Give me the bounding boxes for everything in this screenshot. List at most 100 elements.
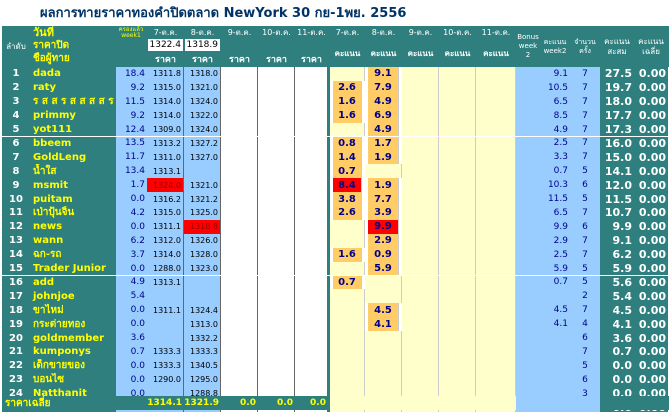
row-price: [221, 233, 258, 248]
row-bonus: [516, 136, 540, 151]
row-score: [402, 345, 439, 359]
row-price: 1314.0: [147, 108, 184, 123]
row-score: 1.7: [368, 136, 399, 151]
row-week1: 13.5: [116, 136, 147, 151]
row-score: 1.9: [368, 178, 399, 193]
row-name: bbeem: [30, 136, 116, 151]
row-count: 5: [570, 275, 600, 290]
row-average: 0.00: [634, 67, 668, 81]
header-date: 11-ต.ค.: [297, 27, 326, 37]
row-name: ฉก-รถ: [30, 247, 116, 262]
row-score: [439, 80, 476, 95]
header-price: ราคา: [155, 54, 176, 65]
row-score: [439, 303, 476, 318]
row-score: [476, 108, 516, 123]
row-bonus: [516, 150, 540, 165]
row-total: 4.1: [600, 317, 634, 332]
row-rank: 22: [2, 358, 30, 373]
row-average: 0.00: [634, 164, 668, 179]
row-total: 5.4: [600, 289, 634, 304]
row-price: [184, 164, 221, 179]
row-price: 1311.1: [147, 303, 184, 318]
row-count: 7: [570, 206, 600, 220]
gap-col: [328, 67, 330, 81]
header-date: 7-ต.ค.: [153, 27, 178, 37]
row-price: [258, 122, 295, 137]
row-price: [221, 289, 258, 304]
row-rank: 7: [2, 150, 30, 165]
header-score-date: 7-ต.ค.: [335, 27, 360, 37]
row-price: [258, 303, 295, 318]
row-week2: 6.5: [540, 94, 570, 109]
gap-col: [328, 317, 330, 332]
row-score: [476, 331, 516, 345]
row-total: 6.2: [600, 247, 634, 262]
header-date: 9-ต.ค.: [227, 27, 252, 37]
header-score-date: 10-ต.ค.: [443, 27, 472, 37]
row-score: [402, 303, 439, 318]
row-count: 7: [570, 80, 600, 95]
row-price: [221, 136, 258, 151]
header-count: จำนวน ครั้ง: [574, 37, 596, 55]
gap-col: [328, 150, 330, 165]
row-score: 1.4: [333, 150, 362, 165]
row-name: raty: [30, 80, 116, 95]
row-bonus: [516, 303, 540, 318]
row-price: [221, 80, 258, 95]
gap-col: [328, 219, 330, 234]
row-total: 11.5: [600, 192, 634, 206]
row-week1: 0.0: [116, 303, 147, 318]
row-score: 4.5: [368, 303, 399, 318]
row-price: [258, 358, 295, 373]
row-score: [439, 192, 476, 206]
header-score-date: 11-ต.ค.: [481, 27, 511, 37]
row-bonus: [516, 206, 540, 220]
row-bonus: [516, 345, 540, 359]
row-week2: 10.3: [540, 178, 570, 193]
row-bonus: [516, 247, 540, 262]
row-score: [439, 247, 476, 262]
row-week2: 9.9: [540, 219, 570, 234]
row-score: [402, 80, 439, 95]
row-score: [476, 345, 516, 359]
row-week1: 13.4: [116, 164, 147, 179]
row-score: [402, 67, 439, 81]
row-price: [295, 358, 328, 373]
row-score: 9.1: [368, 67, 399, 81]
row-price: 1333.3: [184, 345, 221, 359]
row-score: [402, 192, 439, 206]
row-name: johnjoe: [30, 289, 116, 304]
row-week2: 9.1: [540, 67, 570, 81]
row-price: [221, 331, 258, 345]
row-week1: 1.7: [116, 178, 147, 193]
row-name: primmy: [30, 108, 116, 123]
gap-col: [328, 192, 330, 206]
row-price: [258, 261, 295, 276]
row-price: [221, 372, 258, 387]
header-week2: คะแนน week2: [543, 37, 567, 55]
row-price: [221, 67, 258, 81]
header-average: คะแนน เฉลี่ย: [638, 36, 664, 56]
row-score: [439, 164, 476, 179]
row-week2: 5.9: [540, 261, 570, 276]
row-score: [365, 164, 402, 179]
row-bonus: [516, 233, 540, 248]
row-average: 0.00: [634, 358, 668, 373]
row-total: 27.5: [600, 67, 634, 81]
row-count: 7: [570, 136, 600, 151]
row-rank: 4: [2, 108, 30, 123]
gap-col: [328, 372, 330, 387]
row-price: 1322.0: [184, 108, 221, 123]
row-price: [258, 108, 295, 123]
row-price: 1311.0: [147, 150, 184, 165]
row-average: 0.00: [634, 136, 668, 151]
header-total: คะแนน สะสม: [604, 36, 630, 56]
row-average: 0.00: [634, 233, 668, 248]
row-score: [330, 289, 365, 304]
footer-score-blank: [365, 396, 402, 410]
row-week2: [540, 331, 570, 345]
row-average: 0.00: [634, 219, 668, 234]
row-score: [365, 331, 402, 345]
row-price: [221, 247, 258, 262]
row-price: [258, 192, 295, 206]
